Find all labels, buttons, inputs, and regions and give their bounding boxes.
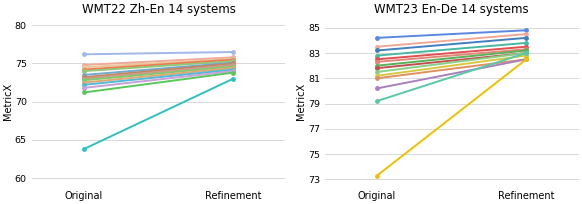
Title: WMT22 Zh-En 14 systems: WMT22 Zh-En 14 systems bbox=[81, 3, 236, 17]
Title: WMT23 En-De 14 systems: WMT23 En-De 14 systems bbox=[374, 3, 529, 17]
Y-axis label: MetricX: MetricX bbox=[3, 83, 13, 120]
Y-axis label: MetricX: MetricX bbox=[296, 83, 307, 120]
